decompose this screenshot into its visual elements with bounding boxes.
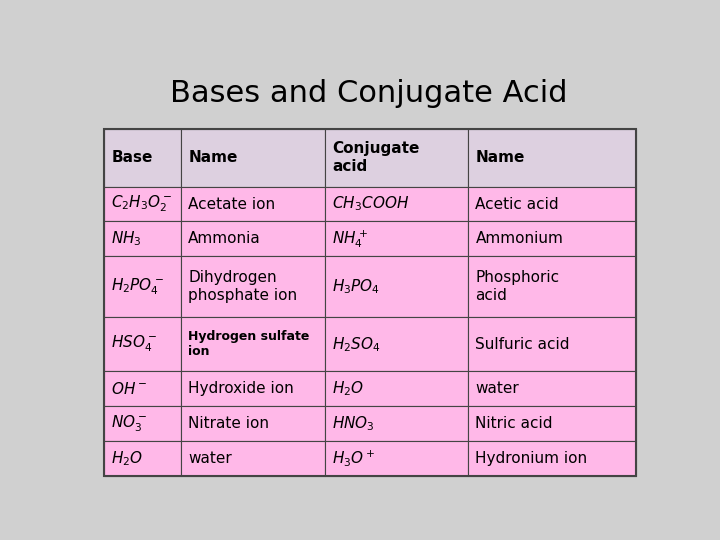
Text: Name: Name [189,151,238,165]
Text: $C_2H_3O_2^-$: $C_2H_3O_2^-$ [111,194,173,214]
Text: Ammonia: Ammonia [189,232,261,246]
Bar [104,371,181,406]
Bar [181,441,325,476]
Bar [325,441,468,476]
Bar [181,371,325,406]
Text: Sulfuric acid: Sulfuric acid [475,337,570,352]
Bar [104,187,181,221]
Text: Acetate ion: Acetate ion [189,197,276,212]
Bar [104,221,181,256]
Bar [104,317,181,371]
Text: Base: Base [111,151,153,165]
Bar [181,221,325,256]
Bar [325,256,468,317]
Text: $CH_3COOH$: $CH_3COOH$ [332,195,409,213]
Text: $H_2PO_4^-$: $H_2PO_4^-$ [111,276,164,297]
Bar [104,129,181,187]
Text: $H_3PO_4$: $H_3PO_4$ [332,278,380,296]
Text: $HNO_3$: $HNO_3$ [332,414,374,433]
Text: $OH^-$: $OH^-$ [111,381,148,396]
Bar [181,317,325,371]
Text: Acetic acid: Acetic acid [475,197,559,212]
Bar [325,187,468,221]
Bar [325,221,468,256]
Text: Nitric acid: Nitric acid [475,416,553,431]
Text: $NO_3^-$: $NO_3^-$ [111,413,148,434]
Bar [325,129,468,187]
Text: $H_2O$: $H_2O$ [332,379,364,398]
Text: $H_2O$: $H_2O$ [111,449,143,468]
Text: Hydroxide ion: Hydroxide ion [189,381,294,396]
Text: Hydronium ion: Hydronium ion [475,451,588,465]
Text: Ammonium: Ammonium [475,232,563,246]
Bar [468,129,636,187]
Bar [181,129,325,187]
Text: $H_3O^+$: $H_3O^+$ [332,448,376,468]
Bar [104,441,181,476]
Bar [325,406,468,441]
Text: Bases and Conjugate Acid: Bases and Conjugate Acid [170,79,568,109]
Bar [104,406,181,441]
Text: $HSO_4^-$: $HSO_4^-$ [111,334,158,354]
Bar [468,256,636,317]
Bar [325,317,468,371]
Bar [468,441,636,476]
Text: $H_2SO_4$: $H_2SO_4$ [332,335,380,354]
Text: $NH_3$: $NH_3$ [111,230,142,248]
Bar [181,187,325,221]
Bar [181,406,325,441]
Text: water: water [475,381,519,396]
Text: Phosphoric
acid: Phosphoric acid [475,270,559,303]
Bar [468,371,636,406]
Bar [104,256,181,317]
Bar [104,129,636,476]
Text: Name: Name [475,151,525,165]
Text: Conjugate
acid: Conjugate acid [332,141,419,174]
Bar [468,406,636,441]
Text: water: water [189,451,232,465]
Bar [468,317,636,371]
Bar [181,256,325,317]
Text: Nitrate ion: Nitrate ion [189,416,269,431]
Text: Dihydrogen
phosphate ion: Dihydrogen phosphate ion [189,270,297,303]
Text: Hydrogen sulfate
ion: Hydrogen sulfate ion [189,330,310,359]
Text: $NH_4^+$: $NH_4^+$ [332,228,368,250]
Bar [468,221,636,256]
Bar [468,187,636,221]
Bar [325,371,468,406]
